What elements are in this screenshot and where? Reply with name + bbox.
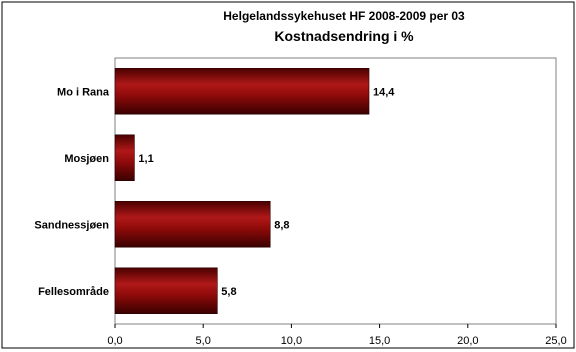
chart-subtitle: Kostnadsendring i % (274, 28, 414, 44)
x-tick-label-0: 0,0 (107, 335, 122, 347)
category-label-1: Mosjøen (64, 153, 109, 165)
bar-2 (114, 201, 271, 248)
x-tick-label-2: 10,0 (281, 335, 302, 347)
ticks-layer: 0,0 5,0 10,0 15,0 20,0 25,0 (107, 324, 567, 347)
bar-3 (114, 267, 218, 314)
x-tick-label-5: 25,0 (545, 335, 566, 347)
value-label-2: 8,8 (274, 219, 289, 231)
value-label-1: 1,1 (138, 153, 153, 165)
bars-layer: Mo i Rana 14,4 Mosjøen 1,1 Sandnessjøen 8,8 Fe… (34, 68, 395, 314)
bar-0 (114, 68, 370, 115)
x-tick-label-1: 5,0 (196, 335, 211, 347)
category-label-3: Fellesområde (38, 286, 109, 298)
category-label-0: Mo i Rana (57, 86, 110, 98)
x-tick-label-4: 20,0 (457, 335, 478, 347)
chart-title: Helgelandssykehuset HF 2008-2009 per 03 (223, 9, 465, 23)
bar-1 (114, 134, 135, 181)
x-tick-label-3: 15,0 (369, 335, 390, 347)
value-label-0: 14,4 (373, 86, 395, 98)
value-label-3: 5,8 (221, 286, 236, 298)
category-label-2: Sandnessjøen (34, 219, 109, 231)
